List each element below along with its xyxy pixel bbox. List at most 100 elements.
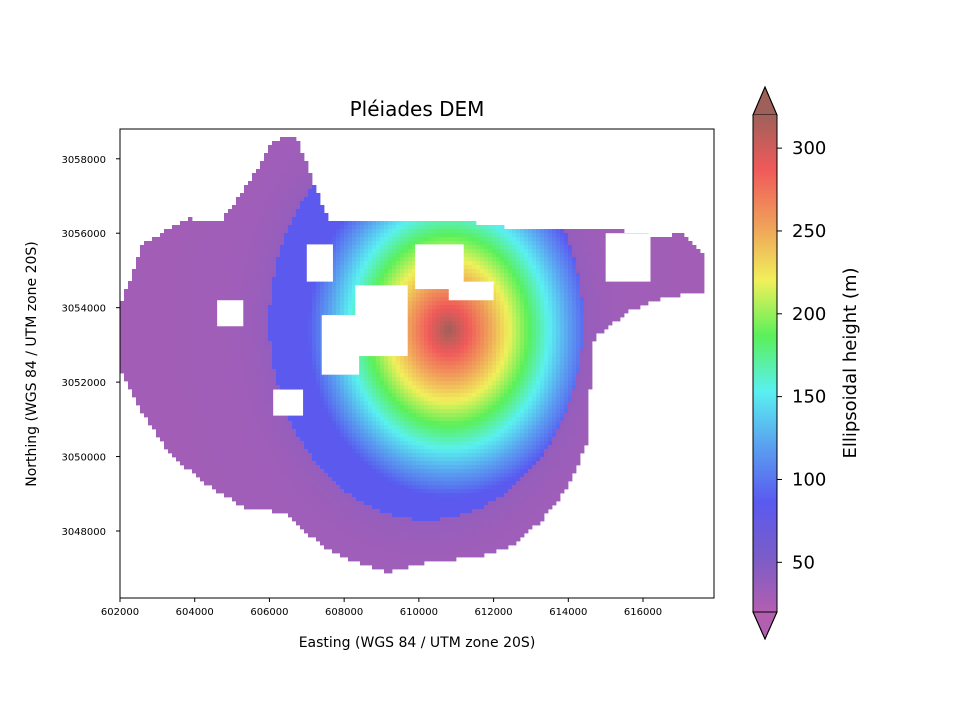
dem-cell [252, 297, 257, 302]
dem-cell [556, 337, 561, 342]
dem-cell [496, 289, 501, 294]
dem-cell [484, 265, 489, 270]
dem-cell [280, 137, 285, 142]
dem-cell [408, 249, 413, 254]
dem-cell [528, 261, 533, 266]
dem-cell [368, 229, 373, 234]
dem-cell [604, 285, 609, 290]
dem-cell [256, 213, 261, 218]
dem-cell [656, 249, 661, 254]
dem-cell [196, 257, 201, 262]
dem-cell [184, 317, 189, 322]
dem-cell [548, 281, 553, 286]
dem-cell [340, 253, 345, 258]
dem-cell [400, 265, 405, 270]
dem-cell [260, 209, 265, 214]
dem-cell [380, 221, 385, 226]
dem-cell [532, 293, 537, 298]
dem-cell [192, 309, 197, 314]
dem-cell [120, 329, 125, 334]
dem-cell [508, 341, 513, 346]
dem-cell [520, 329, 525, 334]
dem-cell [440, 305, 445, 310]
dem-cell [564, 345, 569, 350]
dem-cell [420, 221, 425, 226]
dem-cell [300, 345, 305, 350]
dem-cell [592, 261, 597, 266]
dem-cell [180, 221, 185, 226]
dem-cell [432, 237, 437, 242]
dem-cell [528, 289, 533, 294]
dem-cell [508, 289, 513, 294]
dem-cell [188, 237, 193, 242]
dem-cell [584, 285, 589, 290]
dem-cell [668, 265, 673, 270]
dem-cell [272, 209, 277, 214]
dem-cell [564, 273, 569, 278]
dem-cell [508, 301, 513, 306]
dem-cell [164, 269, 169, 274]
dem-cell [228, 345, 233, 350]
dem-cell [200, 301, 205, 306]
dem-cell [308, 281, 313, 286]
dem-cell [604, 293, 609, 298]
dem-cell [320, 229, 325, 234]
dem-cell [340, 305, 345, 310]
dem-cell [452, 361, 457, 366]
dem-cell [280, 297, 285, 302]
dem-cell [132, 293, 137, 298]
dem-cell [472, 361, 477, 366]
dem-cell [280, 333, 285, 338]
dem-cell [492, 273, 497, 278]
dem-cell [160, 237, 165, 242]
dem-cell [328, 293, 333, 298]
dem-cell [196, 249, 201, 254]
dem-cell [320, 233, 325, 238]
dem-cell [348, 277, 353, 282]
dem-cell [196, 301, 201, 306]
dem-cell [672, 281, 677, 286]
dem-cell [444, 233, 449, 238]
dem-cell [196, 245, 201, 250]
dem-cell [296, 357, 301, 362]
dem-cell [580, 233, 585, 238]
dem-cell [284, 353, 289, 358]
dem-cell [140, 365, 145, 370]
dem-cell [156, 341, 161, 346]
dem-cell [300, 181, 305, 186]
dem-cell [492, 297, 497, 302]
dem-cell [580, 249, 585, 254]
dem-cell [548, 261, 553, 266]
dem-cell [684, 289, 689, 294]
dem-cell [684, 277, 689, 282]
dem-cell [568, 257, 573, 262]
dem-cell [216, 345, 221, 350]
dem-cell [172, 273, 177, 278]
dem-cell [512, 349, 517, 354]
dem-cell [292, 141, 297, 146]
dem-cell [360, 237, 365, 242]
dem-cell [540, 253, 545, 258]
dem-cell [284, 177, 289, 182]
dem-cell [348, 305, 353, 310]
dem-cell [448, 333, 453, 338]
dem-cell [532, 345, 537, 350]
dem-cell [276, 241, 281, 246]
dem-cell [168, 345, 173, 350]
dem-cell [388, 281, 393, 286]
dem-cell [340, 309, 345, 314]
dem-cell [196, 297, 201, 302]
dem-cell [564, 333, 569, 338]
dem-cell [532, 297, 537, 302]
dem-cell [308, 285, 313, 290]
dem-cell [336, 309, 341, 314]
dem-cell [596, 269, 601, 274]
dem-cell [672, 249, 677, 254]
dem-cell [208, 293, 213, 298]
dem-cell [568, 317, 573, 322]
dem-cell [472, 325, 477, 330]
dem-cell [620, 313, 625, 318]
dem-cell [160, 313, 165, 318]
dem-cell [292, 197, 297, 202]
dem-cell [500, 253, 505, 258]
